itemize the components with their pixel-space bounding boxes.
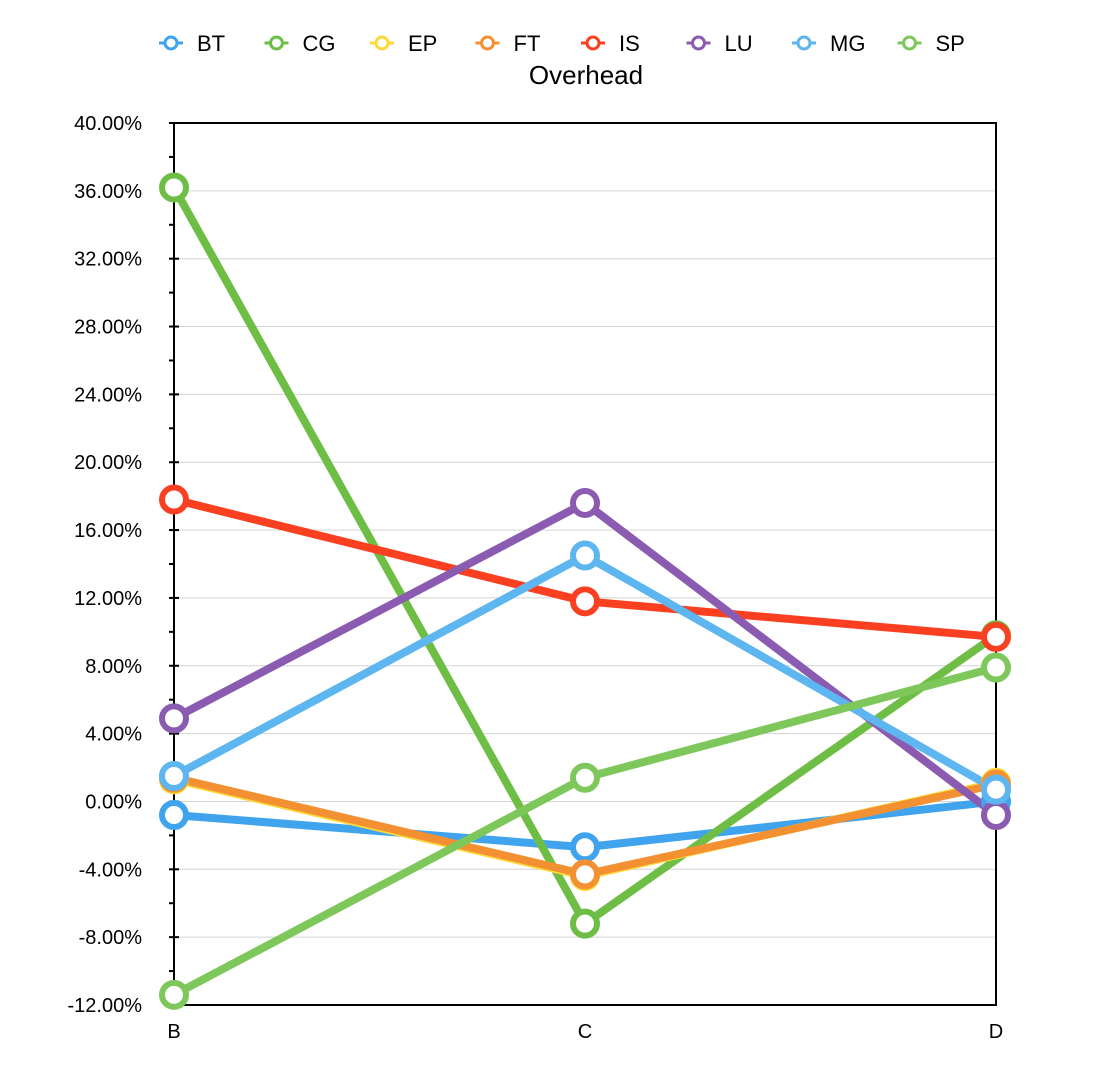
data-point-ft: [570, 859, 600, 890]
legend-marker: [480, 35, 495, 51]
data-point-mg: [570, 540, 600, 571]
data-point-is: [159, 484, 189, 515]
data-point-bt: [159, 800, 189, 831]
data-point-cg: [159, 172, 189, 203]
legend-label: CG: [303, 31, 336, 56]
legend-label: FT: [514, 31, 541, 56]
legend-label: EP: [408, 31, 437, 56]
y-tick-label: 28.00%: [74, 317, 142, 339]
legend-marker: [585, 35, 601, 51]
x-tick-label: B: [167, 1021, 180, 1043]
x-tick-label: D: [989, 1021, 1003, 1043]
y-tick-label: 24.00%: [74, 384, 142, 406]
legend-marker: [374, 35, 390, 51]
chart-title: Overhead: [529, 60, 643, 90]
legend-label: IS: [619, 31, 640, 56]
data-point-lu: [159, 703, 189, 734]
data-point-is: [981, 621, 1011, 652]
data-point-lu: [570, 487, 600, 518]
y-tick-label: 0.00%: [85, 791, 142, 813]
gridlines: [174, 190, 996, 938]
legend-label: BT: [197, 31, 225, 56]
legend-marker: [163, 35, 179, 51]
data-point-mg: [159, 761, 189, 792]
legend-marker: [796, 35, 812, 51]
y-tick-label: 20.00%: [74, 452, 142, 474]
data-point-bt: [570, 832, 600, 863]
legend-label: LU: [725, 31, 753, 56]
y-tick-label: -4.00%: [79, 859, 143, 881]
legend-marker: [269, 35, 284, 51]
legend: BT CG EP FT IS LU MG SP: [159, 31, 965, 56]
y-tick-label: 40.00%: [74, 113, 142, 135]
legend-marker: [691, 35, 706, 51]
data-point-sp: [570, 762, 600, 793]
series-points: [159, 172, 1011, 1010]
y-tick-label: 8.00%: [85, 656, 142, 678]
y-tick-label: -8.00%: [79, 927, 143, 949]
x-axis-ticks: B C D: [167, 1021, 1003, 1043]
data-point-sp: [159, 979, 189, 1010]
data-point-lu: [981, 800, 1011, 831]
y-tick-label: 36.00%: [74, 181, 142, 203]
y-tick-label: 4.00%: [85, 724, 142, 746]
data-point-mg: [981, 774, 1011, 805]
legend-label: MG: [830, 31, 865, 56]
data-point-is: [570, 586, 600, 617]
legend-marker: [902, 35, 917, 51]
y-tick-label: 32.00%: [74, 249, 142, 271]
y-axis-ticks: 40.00% 36.00% 32.00% 28.00% 24.00% 20.00% 16.0…: [68, 113, 179, 1017]
y-tick-label: 12.00%: [74, 588, 142, 610]
data-point-cg: [570, 908, 600, 939]
x-tick-label: C: [578, 1021, 592, 1043]
legend-label: SP: [936, 31, 965, 56]
data-point-sp: [981, 652, 1011, 683]
y-tick-label: -12.00%: [68, 995, 143, 1017]
y-tick-label: 16.00%: [74, 520, 142, 542]
